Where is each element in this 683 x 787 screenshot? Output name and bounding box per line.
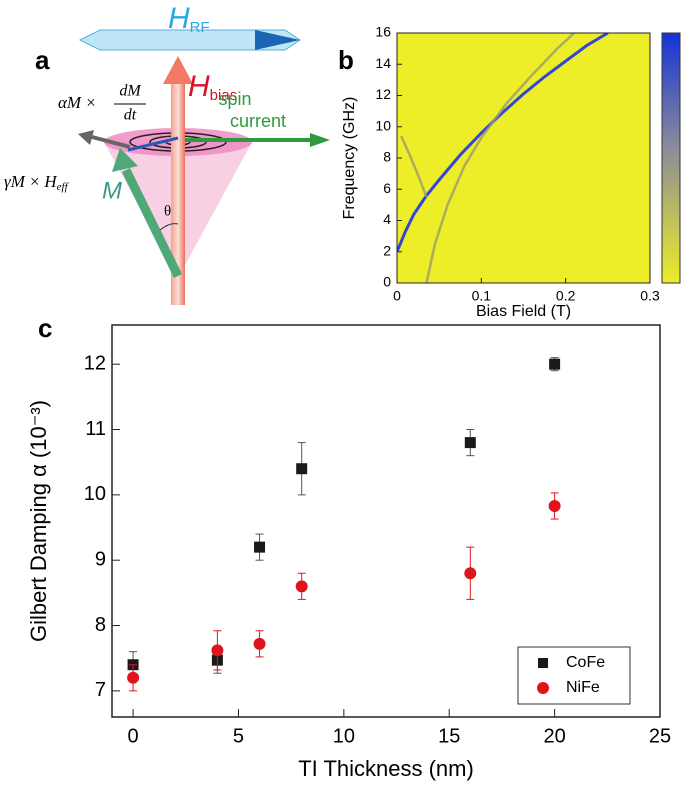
panel-label: a bbox=[35, 45, 50, 75]
legend-marker bbox=[538, 658, 548, 668]
x-tick-label: 0 bbox=[393, 288, 401, 304]
point bbox=[211, 644, 224, 657]
y-tick-label: 12 bbox=[375, 86, 391, 102]
spin-label: current bbox=[230, 111, 286, 131]
precession-arrow bbox=[91, 135, 131, 149]
y-axis-label: Gilbert Damping α (10⁻³) bbox=[26, 400, 51, 642]
point bbox=[549, 358, 561, 370]
point bbox=[296, 463, 308, 475]
rf-arrow-head bbox=[255, 30, 300, 50]
mode-line bbox=[425, 33, 575, 283]
mode-line bbox=[400, 135, 428, 198]
angle-label: θ bbox=[164, 203, 171, 219]
point bbox=[254, 541, 266, 553]
x-tick-label: 0.1 bbox=[472, 288, 492, 304]
y-tick-label: 10 bbox=[84, 483, 106, 505]
point bbox=[464, 567, 477, 580]
x-axis-label: TI Thickness (nm) bbox=[298, 756, 474, 781]
y-tick-label: 16 bbox=[375, 24, 391, 40]
panel-a: a HRF Hbias spin current M θ αM × dM dt γ… bbox=[4, 2, 330, 305]
x-tick-label: 5 bbox=[233, 725, 244, 747]
legend-box bbox=[517, 646, 631, 705]
y-tick-label: 8 bbox=[383, 149, 391, 165]
panel-label: c bbox=[38, 313, 52, 343]
angle-arc bbox=[159, 223, 179, 231]
damping-denominator: dt bbox=[124, 107, 137, 124]
damping-numerator: dM bbox=[119, 83, 142, 100]
precession-arrow-head bbox=[78, 130, 94, 145]
damping-arrow bbox=[127, 136, 179, 152]
x-tick-label: 10 bbox=[333, 725, 355, 747]
mode-line bbox=[397, 33, 609, 253]
y-tick-label: 8 bbox=[95, 614, 106, 636]
legend-label: CoFe bbox=[566, 654, 605, 671]
colorbar bbox=[661, 32, 681, 284]
point bbox=[295, 580, 308, 593]
y-tick-label: 7 bbox=[95, 679, 106, 701]
x-tick-label: 15 bbox=[438, 725, 460, 747]
plot-background bbox=[397, 33, 650, 283]
x-tick-label: 20 bbox=[543, 725, 565, 747]
point bbox=[464, 437, 476, 449]
bias-arrow-head bbox=[163, 56, 193, 84]
h-rf-label: HRF bbox=[168, 2, 210, 36]
plot-frame bbox=[396, 32, 651, 284]
y-tick-label: 4 bbox=[383, 211, 391, 227]
x-tick-label: 0.3 bbox=[640, 288, 660, 304]
panel-label: b bbox=[338, 45, 354, 75]
x-axis-label: Bias Field (T) bbox=[476, 303, 571, 320]
y-tick-label: 9 bbox=[95, 548, 106, 570]
m-label: M bbox=[102, 177, 122, 204]
x-tick-label: 25 bbox=[649, 725, 671, 747]
y-axis-label: Frequency (GHz) bbox=[341, 97, 358, 220]
point bbox=[253, 637, 266, 650]
h-bias-label: Hbias bbox=[188, 70, 237, 104]
y-tick-label: 0 bbox=[383, 274, 391, 290]
y-tick-label: 14 bbox=[375, 55, 391, 71]
plot-frame bbox=[111, 324, 661, 718]
m-arrow-head bbox=[112, 148, 138, 172]
spin-arrow-head bbox=[310, 133, 330, 147]
y-tick-label: 12 bbox=[84, 352, 106, 374]
m-arrow bbox=[121, 168, 183, 278]
point bbox=[548, 499, 561, 512]
legend-label: NiFe bbox=[566, 679, 600, 696]
point bbox=[127, 671, 140, 684]
y-tick-label: 2 bbox=[383, 242, 391, 258]
spin-label: spin bbox=[218, 89, 251, 109]
precession-term: γM × Heff bbox=[4, 172, 70, 193]
y-tick-label: 10 bbox=[375, 117, 391, 133]
y-tick-label: 11 bbox=[85, 418, 106, 440]
legend-marker bbox=[537, 682, 549, 694]
y-tick-label: 6 bbox=[383, 180, 391, 196]
charts: 0 0.1 0.2 0.3 0 2 4 6 8 10 12 14 16 Bias Field (T) Fre… bbox=[26, 24, 671, 781]
damping-term: αM × bbox=[58, 93, 97, 112]
x-tick-label: 0.2 bbox=[556, 288, 576, 304]
x-tick-label: 0 bbox=[128, 725, 139, 747]
